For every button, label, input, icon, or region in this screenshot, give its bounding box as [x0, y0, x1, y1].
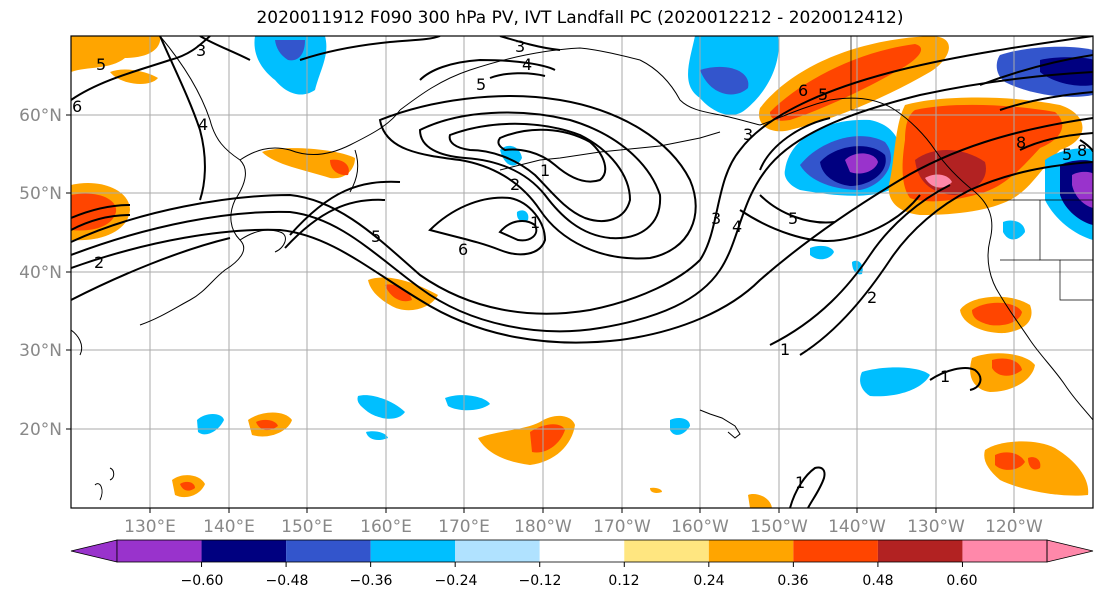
contour-label: 2: [94, 253, 104, 272]
contour-label: 1: [530, 213, 540, 232]
colorbar-box: [877, 540, 963, 562]
lat-label-50n: 50°N: [19, 184, 62, 204]
colorbar: −0.60 −0.48 −0.36 −0.24 −0.12 0.12 0.24 …: [70, 539, 1094, 589]
colorbar-box: [539, 540, 625, 562]
contour-label: 2: [510, 175, 520, 194]
colorbar-tick-labels: −0.60 −0.48 −0.36 −0.24 −0.12 0.12 0.24 …: [181, 573, 978, 589]
colorbar-box: [455, 540, 540, 562]
colorbar-box: [708, 540, 794, 562]
lon-label-180w: 180°W: [514, 517, 572, 537]
colorbar-box: [624, 540, 709, 562]
lat-label-20n: 20°N: [19, 420, 62, 440]
colorbar-extend-min: [70, 539, 118, 563]
colorbar-tick-label: −0.12: [519, 573, 562, 589]
lon-label-160w: 160°W: [671, 517, 729, 537]
contour-label: 6: [72, 97, 82, 116]
contour-label: 5: [818, 85, 828, 104]
contour-label: 5: [476, 75, 486, 94]
lon-label-130e: 130°E: [124, 517, 176, 537]
colorbar-box: [793, 540, 878, 562]
colorbar-box: [286, 540, 371, 562]
political-borders: [850, 36, 1093, 301]
pv-contours: [71, 36, 1093, 508]
contour-label: 1: [795, 473, 805, 492]
contour-label: 3: [711, 209, 721, 228]
contour-label: 6: [458, 240, 468, 259]
contour-label: 5: [788, 209, 798, 228]
figure-title: 2020011912 F090 300 hPa PV, IVT Landfall…: [256, 8, 904, 28]
colorbar-boxes: [70, 539, 1094, 567]
lon-label-140w: 140°W: [828, 517, 886, 537]
lon-label-150e: 150°E: [281, 517, 333, 537]
contour-label: 3: [515, 37, 525, 56]
colorbar-box: [962, 540, 1047, 562]
colorbar-tick-label: 0.60: [946, 573, 977, 589]
contour-label: 5: [371, 227, 381, 246]
lon-label-170e: 170°E: [438, 517, 490, 537]
contour-label: 2: [867, 288, 877, 307]
contour-label: 8: [1077, 141, 1087, 160]
colorbar-tick-label: −0.60: [181, 573, 224, 589]
lon-label-170w: 170°W: [593, 517, 651, 537]
colorbar-tick-label: 0.24: [693, 573, 724, 589]
contour-label: 5: [96, 55, 106, 74]
contour-label: 4: [198, 115, 208, 134]
colorbar-extend-max: [1046, 539, 1094, 563]
lon-label-120w: 120°W: [985, 517, 1043, 537]
contour-label: 1: [780, 340, 790, 359]
colorbar-box: [117, 540, 202, 562]
contour-label: 1: [940, 367, 950, 386]
axis-ticks: [66, 114, 1015, 513]
lat-label-40n: 40°N: [19, 263, 62, 283]
colorbar-tick-label: −0.36: [350, 573, 393, 589]
colorbar-box: [201, 540, 287, 562]
lon-label-140e: 140°E: [203, 517, 255, 537]
colorbar-frame: [116, 539, 1048, 563]
contour-label: 5: [1062, 145, 1072, 164]
contour-label: 3: [196, 41, 206, 60]
contour-label: 4: [732, 217, 742, 236]
gridlines: [71, 36, 1093, 508]
colorbar-tick-label: 0.36: [777, 573, 808, 589]
colorbar-tick-label: 0.12: [608, 573, 639, 589]
colorbar-tick-label: −0.48: [266, 573, 309, 589]
longitude-labels: 130°E 140°E 150°E 160°E 170°E 180°W 170°…: [124, 517, 1043, 537]
colorbar-tick-label: 0.48: [862, 573, 893, 589]
lat-label-60n: 60°N: [19, 106, 62, 126]
contour-label: 4: [522, 55, 532, 74]
contour-label: 8: [1016, 133, 1026, 152]
colorbar-tick-label: −0.24: [435, 573, 478, 589]
contour-label: 6: [798, 81, 808, 100]
colorbar-box: [370, 540, 456, 562]
contour-label: 3: [743, 125, 753, 144]
coastlines: [71, 36, 1093, 501]
lon-label-160e: 160°E: [360, 517, 412, 537]
contour-label: 1: [540, 161, 550, 180]
lat-label-30n: 30°N: [19, 341, 62, 361]
lon-label-130w: 130°W: [907, 517, 965, 537]
contour-labels: 5 3 4 3 5 4 1 3 5 6 2 5 2 1 3 4 5 2 6 1 …: [72, 37, 1087, 492]
pv-shading: [71, 36, 1093, 508]
lon-label-150w: 150°W: [750, 517, 808, 537]
latitude-labels: 60°N 50°N 40°N 30°N 20°N: [19, 106, 62, 440]
